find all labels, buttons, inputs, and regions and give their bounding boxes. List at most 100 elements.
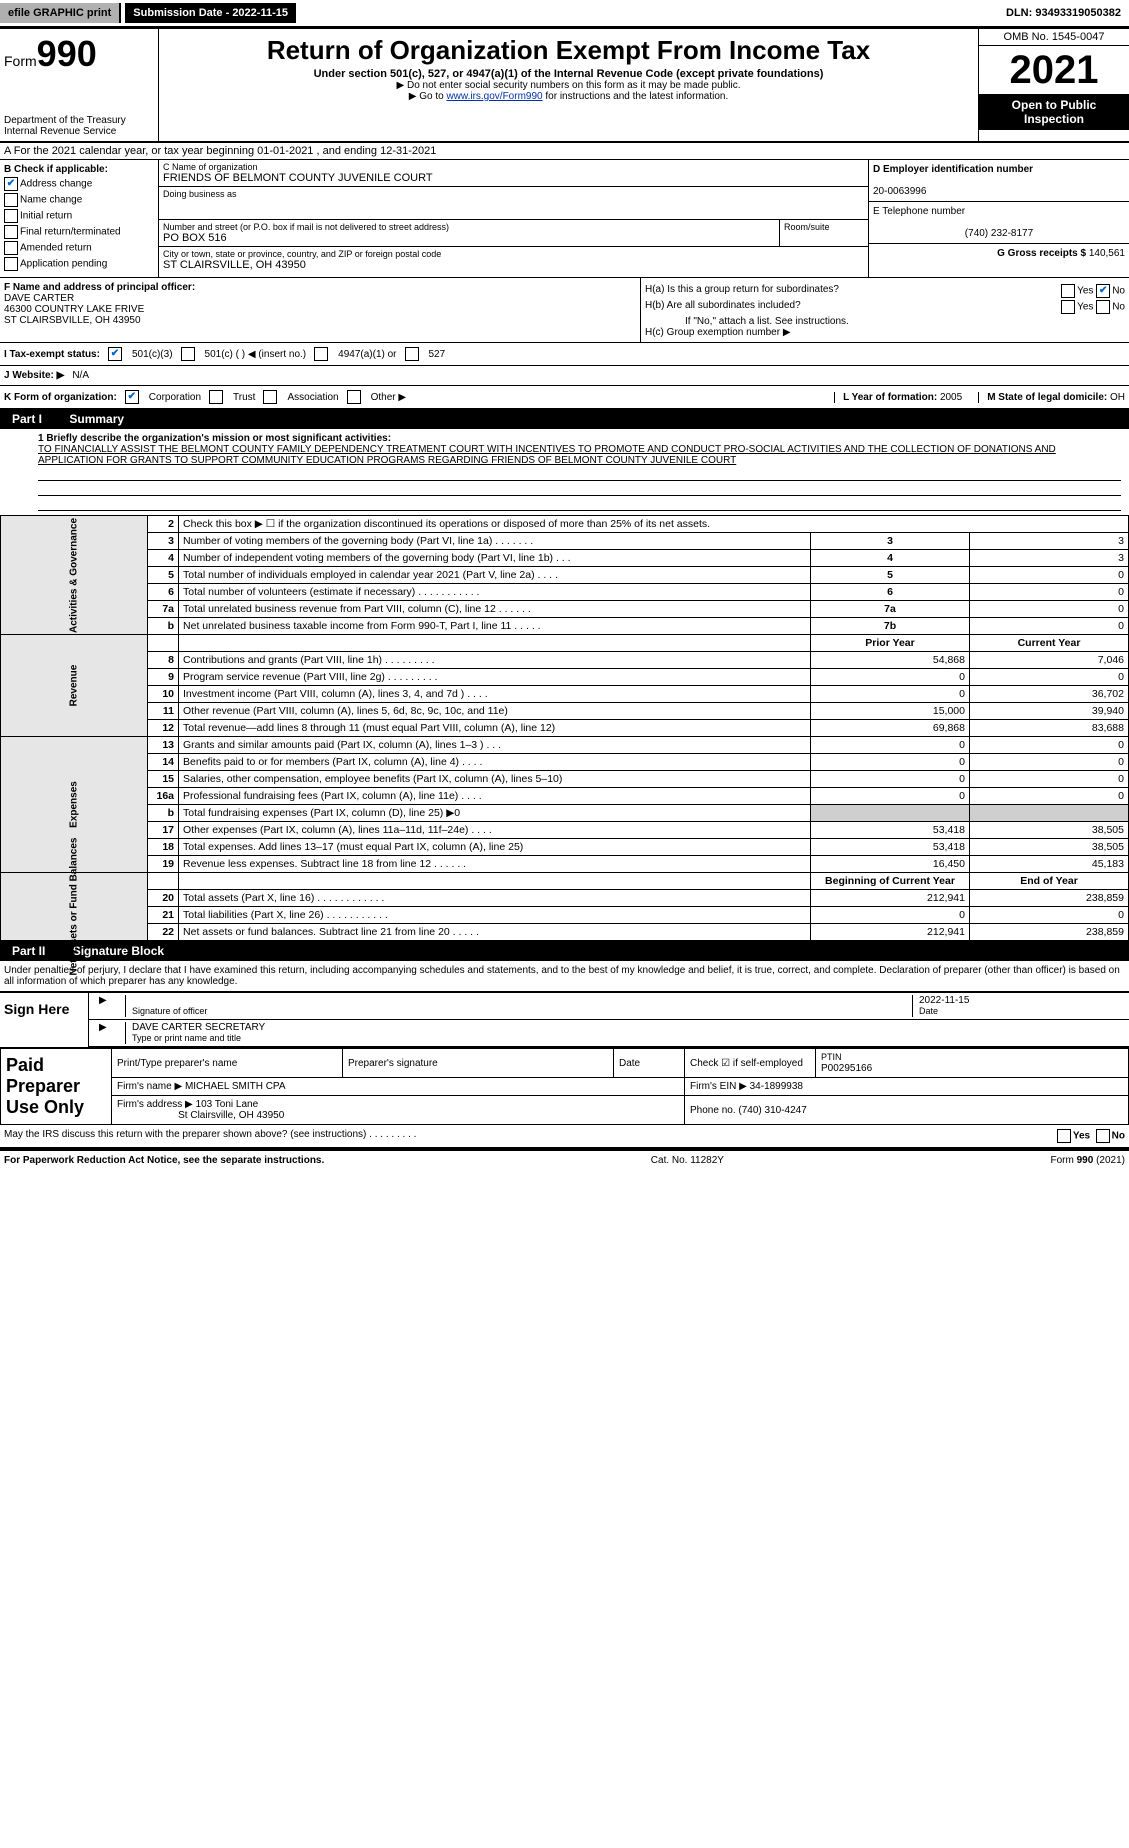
exp-14-desc: Benefits paid to or for members (Part IX… [179, 754, 811, 771]
page-footer: For Paperwork Reduction Act Notice, see … [0, 1149, 1129, 1170]
exp-19-num: 19 [148, 856, 179, 873]
form-header: Form990 Department of the Treasury Inter… [0, 27, 1129, 143]
ag-6-key: 6 [811, 584, 970, 601]
rev-9-curr: 0 [970, 669, 1129, 686]
gross-label: G Gross receipts $ [997, 248, 1086, 259]
preparer-table: Paid Preparer Use Only Print/Type prepar… [0, 1048, 1129, 1125]
section-bcd: B Check if applicable: ✔Address change N… [0, 160, 1129, 278]
chk-other[interactable] [347, 390, 361, 404]
box-c: C Name of organization FRIENDS OF BELMON… [159, 160, 868, 277]
ag-5-desc: Total number of individuals employed in … [179, 567, 811, 584]
exp-row-13: Expenses13Grants and similar amounts pai… [1, 737, 1129, 754]
box-f-label: F Name and address of principal officer: [4, 282, 195, 293]
rev-8-num: 8 [148, 652, 179, 669]
hb-no: No [1112, 302, 1125, 313]
exp-13-prior: 0 [811, 737, 970, 754]
exp-row-16b: bTotal fundraising expenses (Part IX, co… [1, 805, 1129, 822]
exp-row-16a: 16aProfessional fundraising fees (Part I… [1, 788, 1129, 805]
summary-table: Activities & Governance 2 Check this box… [0, 515, 1129, 941]
chk-application-pending[interactable]: Application pending [4, 257, 154, 271]
chk-527[interactable] [405, 347, 419, 361]
chk-address-change[interactable]: ✔Address change [4, 177, 154, 191]
hb-yes-check[interactable] [1061, 300, 1075, 314]
hb-no-check[interactable] [1096, 300, 1110, 314]
l-label: L Year of formation: [843, 392, 937, 403]
irs-link[interactable]: www.irs.gov/Form990 [446, 91, 542, 102]
net-21-begin: 0 [811, 907, 970, 924]
chk-corporation[interactable]: ✔ [125, 390, 139, 404]
firm-addr-cell: Firm's address ▶ 103 Toni Lane St Clairs… [112, 1096, 685, 1125]
sidelabel-rev: Revenue [1, 635, 148, 737]
exp-15-curr: 0 [970, 771, 1129, 788]
exp-18-curr: 38,505 [970, 839, 1129, 856]
submission-date: Submission Date - 2022-11-15 [125, 3, 296, 23]
chk-trust[interactable] [209, 390, 223, 404]
chk-501c3[interactable]: ✔ [108, 347, 122, 361]
perjury-declaration: Under penalties of perjury, I declare th… [0, 961, 1129, 993]
rev-10-num: 10 [148, 686, 179, 703]
net-22-end: 238,859 [970, 924, 1129, 941]
ptin-label: PTIN [821, 1052, 842, 1062]
city-value: ST CLAIRSVILLE, OH 43950 [163, 259, 864, 271]
firm-name-value: MICHAEL SMITH CPA [185, 1081, 286, 1092]
opt-final-return: Final return/terminated [20, 227, 121, 238]
net-20-desc: Total assets (Part X, line 16) . . . . .… [179, 890, 811, 907]
mission-block: 1 Briefly describe the organization's mi… [0, 429, 1129, 515]
chk-initial-return[interactable]: Initial return [4, 209, 154, 223]
form-note-ssn: ▶ Do not enter social security numbers o… [163, 80, 974, 91]
net-21-num: 21 [148, 907, 179, 924]
may-yes-check[interactable] [1057, 1129, 1071, 1143]
box-m: M State of legal domicile: OH [978, 392, 1125, 403]
box-b: B Check if applicable: ✔Address change N… [0, 160, 159, 277]
ag-7b-key: 7b [811, 618, 970, 635]
ein-value: 20-0063996 [873, 186, 926, 197]
hc-label: H(c) Group exemption number ▶ [645, 327, 1125, 338]
rev-10-curr: 36,702 [970, 686, 1129, 703]
sig-officer-cell: Signature of officer [126, 995, 913, 1017]
may-no-check[interactable] [1096, 1129, 1110, 1143]
chk-501c[interactable] [181, 347, 195, 361]
opt-other: Other ▶ [371, 392, 406, 403]
exp-row-18: 18Total expenses. Add lines 13–17 (must … [1, 839, 1129, 856]
form-subtitle: Under section 501(c), 527, or 4947(a)(1)… [163, 68, 974, 80]
exp-15-desc: Salaries, other compensation, employee b… [179, 771, 811, 788]
ag-7a-val: 0 [970, 601, 1129, 618]
chk-association[interactable] [263, 390, 277, 404]
col-end-year: End of Year [970, 873, 1129, 890]
city-label: City or town, state or province, country… [163, 249, 864, 259]
prep-sig-label: Preparer's signature [343, 1049, 614, 1078]
street-cell: Number and street (or P.O. box if mail i… [159, 220, 780, 246]
exp-13-curr: 0 [970, 737, 1129, 754]
form-title: Return of Organization Exempt From Incom… [163, 35, 974, 66]
ag-4-num: 4 [148, 550, 179, 567]
sign-here-content: ▶ Signature of officer 2022-11-15Date ▶ … [89, 993, 1129, 1047]
box-d: D Employer identification number 20-0063… [868, 160, 1129, 277]
ag-row-3: 3 Number of voting members of the govern… [1, 533, 1129, 550]
rev-row-8: 8Contributions and grants (Part VIII, li… [1, 652, 1129, 669]
exp-14-num: 14 [148, 754, 179, 771]
street-label: Number and street (or P.O. box if mail i… [163, 222, 775, 232]
chk-name-change[interactable]: Name change [4, 193, 154, 207]
opt-name-change: Name change [20, 195, 82, 206]
sign-here-row: Sign Here ▶ Signature of officer 2022-11… [0, 993, 1129, 1048]
part-ii-label: Part II [8, 942, 57, 960]
ha-no-check[interactable]: ✔ [1096, 284, 1110, 298]
hb-yes: Yes [1077, 302, 1093, 313]
ag-7b-desc: Net unrelated business taxable income fr… [179, 618, 811, 635]
exp-16a-desc: Professional fundraising fees (Part IX, … [179, 788, 811, 805]
ha-yes-check[interactable] [1061, 284, 1075, 298]
rev-row-12: 12Total revenue—add lines 8 through 11 (… [1, 720, 1129, 737]
chk-final-return[interactable]: Final return/terminated [4, 225, 154, 239]
net-row-22: 22Net assets or fund balances. Subtract … [1, 924, 1129, 941]
officer-addr2: ST CLAIRSBVILLE, OH 43950 [4, 315, 141, 326]
chk-amended-return[interactable]: Amended return [4, 241, 154, 255]
rev-9-num: 9 [148, 669, 179, 686]
col-current-year: Current Year [970, 635, 1129, 652]
hb-note: If "No," attach a list. See instructions… [645, 316, 1125, 327]
street-value: PO BOX 516 [163, 232, 775, 244]
part-i-label: Part I [8, 410, 54, 428]
row-i: I Tax-exempt status: ✔501(c)(3) 501(c) (… [0, 343, 1129, 366]
exp-17-prior: 53,418 [811, 822, 970, 839]
chk-4947[interactable] [314, 347, 328, 361]
box-b-label: B Check if applicable: [4, 164, 108, 175]
